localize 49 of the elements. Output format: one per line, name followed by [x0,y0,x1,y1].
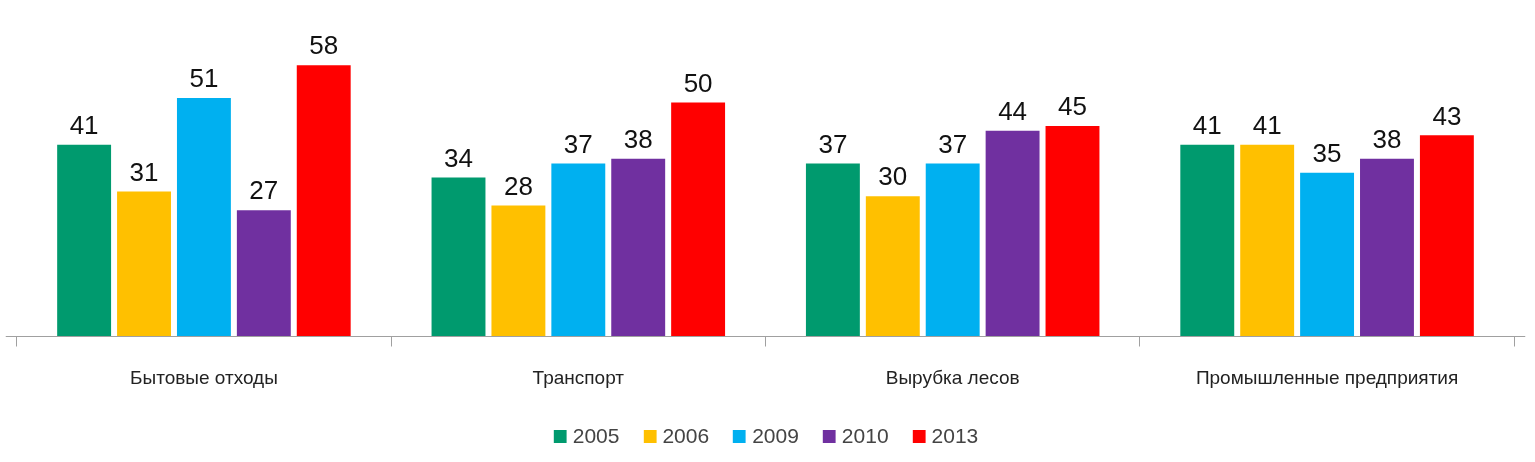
bar [1240,144,1295,337]
bar [296,65,351,337]
bar [925,163,980,337]
bar [117,191,171,337]
bar [1180,144,1235,337]
data-label: 31 [129,156,159,187]
bar [57,144,112,337]
data-label: 28 [503,170,533,201]
data-label: 27 [249,175,279,206]
data-label: 50 [683,67,713,98]
data-label: 41 [1192,109,1222,140]
x-tick-label: Вырубка лесов [885,366,1020,388]
legend-label: 2010 [841,424,889,448]
bar [1360,158,1414,337]
bar [805,163,860,337]
data-label: 34 [444,142,473,173]
data-label: 45 [1058,91,1087,122]
legend-label: 2006 [662,424,710,448]
bar [1419,135,1474,337]
data-label: 58 [309,30,339,61]
legend-label: 2005 [572,424,620,448]
bar [551,163,606,337]
bar [671,102,726,337]
data-label: 41 [69,109,99,140]
legend-label: 2009 [752,424,799,448]
bar [431,177,486,337]
bar [1300,172,1355,337]
data-label: 41 [1252,109,1282,140]
data-label: 43 [1432,100,1462,131]
data-label: 30 [878,161,908,192]
data-label: 37 [563,128,593,159]
data-label: 38 [1372,123,1402,154]
data-label: 51 [189,63,219,94]
data-label: 37 [938,128,968,159]
bar [236,210,291,337]
x-tick-label: Транспорт [532,366,625,388]
legend-label: 2013 [931,424,979,448]
x-tick-label: Промышленные предприятия [1195,366,1459,388]
bar [865,196,920,337]
x-tick-label: Бытовые отходы [130,366,278,388]
bar [176,97,231,337]
bar [985,130,1040,337]
bar [1045,126,1100,337]
data-label: 38 [623,123,653,154]
data-label: 37 [818,128,848,159]
bar [611,158,666,337]
bar [491,205,546,337]
data-label: 35 [1312,137,1342,168]
data-label: 44 [998,95,1028,126]
